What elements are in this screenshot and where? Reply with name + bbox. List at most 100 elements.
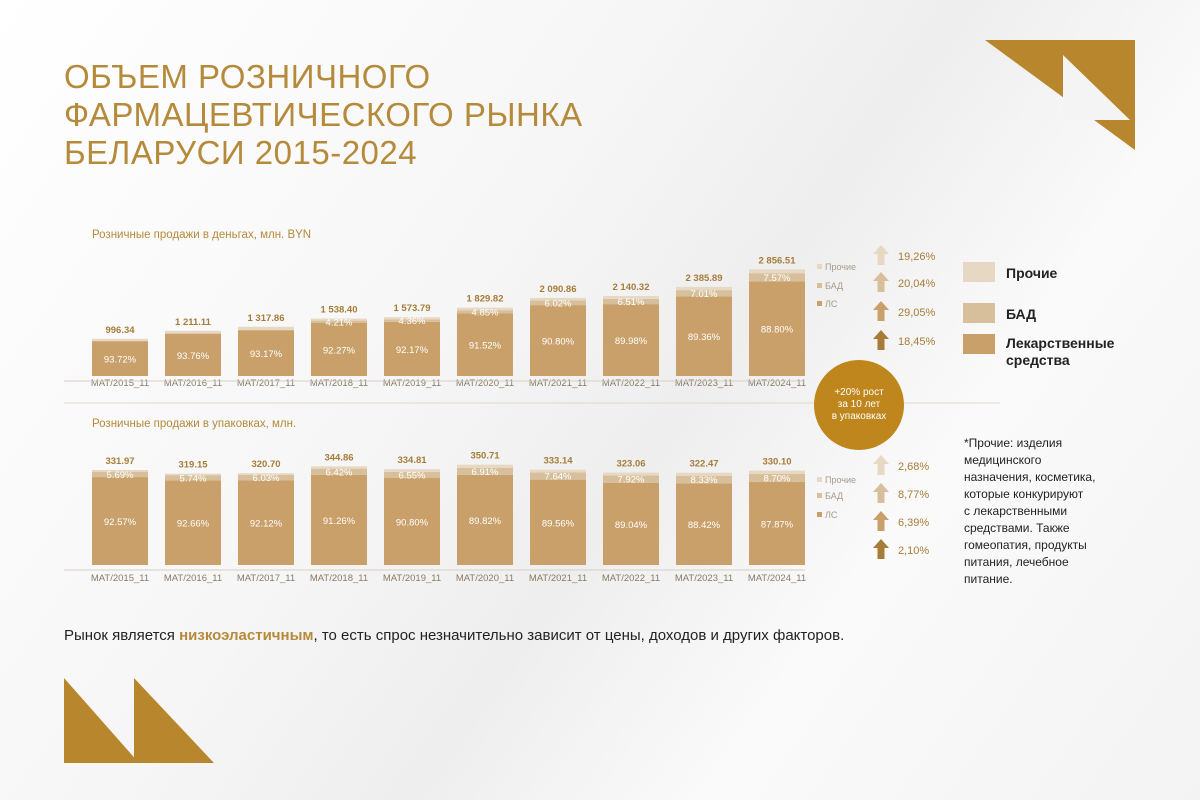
bar-segment-bad	[384, 471, 440, 479]
bar-segment-other	[238, 473, 294, 475]
legend-label-other: Прочие	[1006, 265, 1058, 281]
bar-total-label: 1 573.79	[394, 303, 431, 314]
bar-segment-other	[92, 470, 148, 472]
x-tick-label: MAT/2015_11	[91, 378, 149, 389]
mini-legend-label: ЛС	[825, 299, 838, 309]
x-tick-label: MAT/2019_11	[383, 573, 441, 584]
growth-label: 19,26%	[898, 251, 936, 263]
bar-segment-ls	[238, 330, 294, 376]
bar-segment-bad	[676, 475, 732, 484]
bar-segment-ls	[676, 296, 732, 376]
share-label-bad: 6.51%	[618, 297, 645, 308]
up-arrow-icon	[873, 330, 889, 350]
footnote-line: питание.	[964, 572, 1013, 586]
share-label-ls: 89.04%	[615, 520, 648, 531]
share-label-ls: 92.66%	[177, 519, 210, 530]
top-right-arrows-icon	[985, 40, 1135, 150]
x-tick-label: MAT/2021_11	[529, 573, 587, 584]
up-arrow-icon	[873, 301, 889, 321]
bar-segment-bad	[238, 474, 294, 481]
bar-total-label: 319.15	[178, 460, 208, 471]
footnote-line: медицинского	[964, 453, 1042, 467]
page-title-line-1: ОБЪЕМ РОЗНИЧНОГО	[64, 58, 431, 95]
bar-total-label: 1 317.86	[248, 313, 285, 324]
share-label-ls: 87.87%	[761, 520, 794, 531]
bar-segment-other	[457, 307, 513, 311]
mini-legend-swatch	[817, 477, 822, 482]
growth-badge-line-1: +20% рост	[834, 387, 884, 398]
up-arrow-icon	[873, 539, 889, 559]
bar-segment-bad	[384, 319, 440, 322]
x-tick-label: MAT/2022_11	[602, 378, 660, 389]
bar-total-label: 333.14	[543, 456, 573, 467]
bar-segment-ls	[165, 480, 221, 565]
bar-segment-other	[238, 326, 294, 331]
bar-segment-other	[92, 338, 148, 342]
bar-segment-ls	[530, 305, 586, 376]
up-arrow-icon	[873, 272, 889, 292]
x-tick-label: MAT/2018_11	[310, 378, 368, 389]
bar-segment-bad	[457, 467, 513, 475]
bottom-left-arrows-icon	[64, 678, 214, 763]
bar-segment-bad	[749, 473, 805, 483]
share-label-ls: 90.80%	[396, 518, 429, 529]
share-label-bad: 5.74%	[180, 473, 207, 484]
legend-swatch-bad	[963, 303, 995, 323]
bar-total-label: 334.81	[397, 455, 427, 466]
x-tick-label: MAT/2023_11	[675, 378, 733, 389]
share-label-ls: 91.26%	[323, 516, 356, 527]
page-title: ОБЪЕМ РОЗНИЧНОГО ФАРМАЦЕВТИЧЕСКОГО РЫНКА…	[64, 58, 583, 172]
share-label-ls: 88.80%	[761, 325, 794, 336]
footnote-line: которые конкурируют	[964, 487, 1084, 501]
bar-segment-other	[676, 472, 732, 476]
bar-total-label: 2 856.51	[759, 255, 797, 266]
chart-title: Розничные продажи в деньгах, млн. BYN	[92, 229, 311, 241]
legend-label-ls: Лекарственные средства	[1006, 335, 1114, 369]
footnote-line: питания, лечебное	[964, 555, 1069, 569]
bar-total-label: 1 829.82	[467, 294, 504, 305]
share-label-ls: 91.52%	[469, 341, 502, 352]
bar-segment-ls	[603, 482, 659, 565]
bar-total-label: 350.71	[470, 451, 500, 462]
up-arrow-icon	[873, 511, 889, 531]
bar-segment-ls	[749, 281, 805, 376]
bar-segment-ls	[238, 480, 294, 565]
market-note-suffix: , то есть спрос незначительно зависит от…	[313, 627, 845, 644]
x-tick-label: MAT/2018_11	[310, 573, 368, 584]
bar-segment-other	[530, 297, 586, 301]
mini-legend-label: БАД	[825, 491, 843, 501]
growth-label: 29,05%	[898, 307, 936, 319]
bar-segment-ls	[530, 479, 586, 565]
share-label-bad: 7.01%	[691, 289, 718, 300]
bar-segment-ls	[165, 333, 221, 376]
share-label-bad: 6.02%	[545, 298, 572, 309]
bar-total-label: 2 090.86	[540, 284, 577, 295]
bar-segment-other	[165, 330, 221, 334]
share-label-bad: 5.69%	[107, 470, 134, 481]
mini-legend-swatch	[817, 512, 822, 517]
share-label-bad: 4.21%	[326, 317, 353, 328]
growth-badge-line-2: за 10 лет	[837, 399, 881, 410]
mini-legend-label: Прочие	[825, 262, 856, 272]
footnote-line: средствами. Также	[964, 521, 1070, 535]
share-label-bad: 4.85%	[472, 307, 499, 318]
bar-segment-other	[749, 470, 805, 474]
up-arrow-icon	[873, 245, 889, 265]
bar-segment-ls	[603, 304, 659, 376]
share-label-ls: 88.42%	[688, 520, 721, 531]
x-tick-label: MAT/2016_11	[164, 378, 222, 389]
bar-segment-other	[311, 466, 367, 469]
share-label-bad: 6.03%	[253, 473, 280, 484]
x-tick-label: MAT/2019_11	[383, 378, 441, 389]
bar-segment-other	[384, 317, 440, 320]
market-note-highlight: низкоэластичным	[179, 627, 314, 644]
footnote: *Прочие: изделия медицинского назначения…	[964, 435, 1129, 588]
bar-total-label: 331.97	[105, 456, 134, 467]
bar-segment-ls	[311, 323, 367, 376]
chart-title: Розничные продажи в упаковках, млн.	[92, 418, 296, 430]
bar-total-label: 1 538.40	[321, 305, 358, 316]
share-label-bad: 6.55%	[399, 470, 426, 481]
bar-segment-ls	[311, 474, 367, 565]
bar-total-label: 2 385.89	[686, 273, 723, 284]
share-label-bad: 8.33%	[691, 475, 718, 486]
